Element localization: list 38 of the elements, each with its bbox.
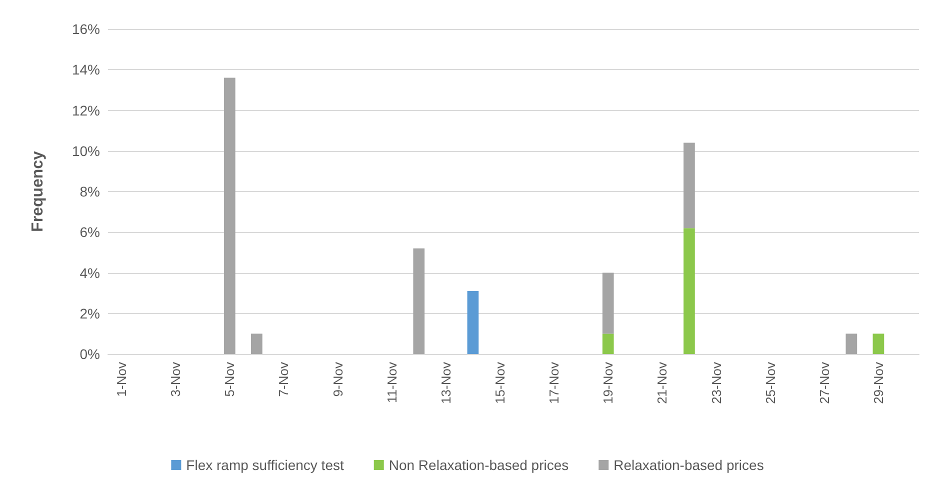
x-tick-label: 23-Nov [708,362,724,404]
x-tick-label: 7-Nov [276,362,292,397]
y-tick-label: 6% [80,224,100,240]
bar [602,272,614,334]
bar [846,334,858,354]
bar [413,248,425,354]
x-tick-label: 9-Nov [330,362,346,397]
y-tick-label: 0% [80,346,100,362]
bar [224,78,236,354]
y-tick-label: 8% [80,184,100,200]
bar [251,334,262,354]
bar [684,142,695,228]
x-tick-label: 5-Nov [222,362,238,397]
x-tick-label: 1-Nov [114,362,130,397]
x-tick-label: 29-Nov [870,362,886,404]
bar [602,334,614,354]
y-tick-label: 14% [72,62,100,78]
y-tick-label: 2% [80,305,100,322]
y-tick-label: 4% [80,264,100,281]
y-tick-label: 12% [72,102,100,118]
bar [467,291,479,354]
bar [872,334,884,354]
x-tick-label: 3-Nov [168,362,184,397]
x-tick-label: 25-Nov [762,362,778,404]
x-tick-label: 13-Nov [438,362,454,404]
y-tick-label: 16% [72,21,100,37]
bar [684,228,695,354]
legend-label: Flex ramp sufficiency test [186,457,344,473]
x-tick-label: 17-Nov [546,362,562,404]
x-tick-label: 21-Nov [654,362,670,404]
x-tick-label: 19-Nov [600,362,616,404]
x-tick-label: 15-Nov [492,362,508,404]
legend-label: Relaxation-based prices [614,457,764,473]
x-tick-label: 11-Nov [384,362,400,403]
y-tick-label: 10% [72,142,100,159]
y-axis-title: Frequency [30,150,46,232]
legend-label: Non Relaxation-based prices [388,457,569,473]
x-tick-label: 27-Nov [816,362,832,404]
